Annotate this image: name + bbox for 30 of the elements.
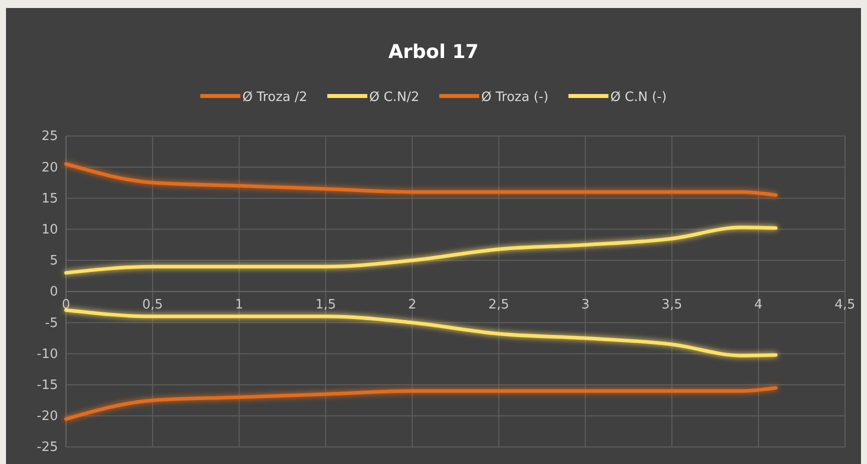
y-tick-label: 25: [41, 129, 58, 144]
chart-title: Arbol 17: [388, 41, 479, 63]
legend-label: Ø Troza (-): [481, 90, 548, 105]
y-tick-label: 15: [41, 191, 58, 206]
legend-label: Ø C.N (-): [610, 90, 667, 105]
x-tick-label: 1: [234, 298, 244, 313]
x-tick-label: 3: [581, 298, 590, 313]
line-series: [64, 162, 778, 197]
line-series: [64, 386, 778, 421]
x-tick-label: 0,5: [142, 298, 163, 313]
y-tick-label: -25: [36, 440, 58, 456]
y-tick-label: 20: [41, 160, 58, 176]
x-tick-label: 2,5: [488, 298, 510, 313]
line-series: [64, 226, 778, 275]
y-tick-label: 0: [50, 284, 58, 300]
y-tick-label: -10: [36, 346, 58, 362]
legend-label: Ø C.N/2: [369, 90, 420, 105]
x-tick-label: 3,5: [662, 298, 682, 313]
y-tick-label: -15: [36, 378, 58, 393]
y-tick-label: 10: [41, 222, 58, 238]
x-tick-label: 0: [62, 298, 70, 313]
legend-label: Ø Troza /2: [242, 90, 308, 105]
x-tick-label: 2: [408, 298, 416, 313]
x-tick-label: 4: [754, 298, 763, 313]
y-tick-label: 5: [50, 254, 58, 269]
x-tick-label: 1,5: [315, 298, 336, 313]
line-series: [64, 308, 778, 358]
y-tick-label: -5: [45, 316, 58, 331]
y-tick-label: -20: [36, 409, 58, 424]
x-tick-label: 4,5: [834, 298, 856, 313]
